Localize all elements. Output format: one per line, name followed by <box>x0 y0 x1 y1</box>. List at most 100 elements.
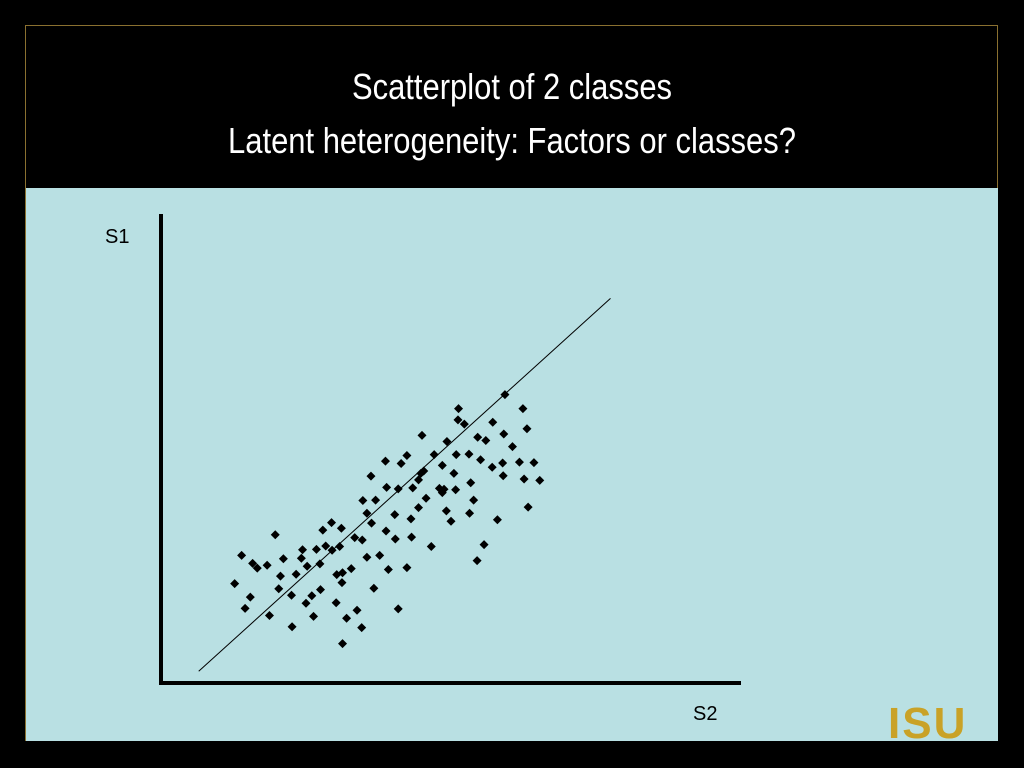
data-point <box>390 534 400 544</box>
data-point <box>500 390 510 400</box>
data-point <box>507 442 517 452</box>
data-point <box>393 604 403 614</box>
data-point <box>417 430 427 440</box>
data-point <box>529 458 539 468</box>
data-point <box>335 542 345 552</box>
title-line-1: Scatterplot of 2 classes <box>351 66 673 107</box>
data-point <box>499 429 509 439</box>
data-point <box>302 561 312 571</box>
data-point <box>464 449 474 459</box>
data-point <box>358 496 368 506</box>
data-point <box>240 603 250 613</box>
logo-fragment-icon: ISU <box>888 700 968 748</box>
trend-line <box>198 298 611 672</box>
data-point <box>473 432 483 442</box>
data-point <box>350 533 360 543</box>
data-point <box>481 436 491 446</box>
data-point <box>275 571 285 581</box>
data-point <box>466 478 476 488</box>
data-point <box>381 526 391 536</box>
data-point <box>523 502 533 512</box>
data-point <box>469 495 479 505</box>
data-point <box>366 471 376 481</box>
data-point <box>309 611 319 621</box>
data-point <box>248 558 258 568</box>
data-point <box>298 545 308 555</box>
data-point <box>262 560 272 570</box>
data-point <box>487 462 497 472</box>
data-point <box>390 510 400 520</box>
data-point <box>318 525 328 535</box>
data-point <box>245 592 255 602</box>
data-point <box>451 485 461 495</box>
data-point <box>371 495 381 505</box>
data-point <box>357 623 367 633</box>
data-point <box>327 518 337 528</box>
data-point <box>476 455 486 465</box>
plot-panel <box>26 188 998 741</box>
data-point <box>459 419 469 429</box>
data-point <box>336 523 346 533</box>
data-point <box>331 598 341 608</box>
data-point <box>264 610 274 620</box>
data-point <box>316 585 325 595</box>
data-point <box>453 415 463 425</box>
data-point <box>402 451 412 461</box>
data-point <box>270 530 280 540</box>
data-point <box>375 550 385 560</box>
data-point <box>514 457 524 467</box>
data-point <box>451 450 461 460</box>
data-point <box>315 559 325 569</box>
data-point <box>362 552 372 562</box>
data-point <box>454 404 464 414</box>
data-point <box>338 639 348 649</box>
data-point <box>301 598 311 608</box>
data-point <box>327 545 337 555</box>
data-point <box>414 475 424 485</box>
data-point <box>362 508 372 518</box>
data-point <box>535 475 545 485</box>
data-point <box>287 622 297 632</box>
data-point <box>498 458 508 468</box>
data-point <box>414 503 424 513</box>
data-point <box>338 568 348 578</box>
data-point <box>346 564 356 574</box>
data-point <box>352 605 362 615</box>
data-point <box>429 450 439 460</box>
data-point <box>274 584 284 594</box>
data-point <box>449 468 459 478</box>
data-point <box>446 516 456 526</box>
data-point <box>307 591 317 601</box>
data-point <box>291 569 301 579</box>
data-point <box>492 515 502 525</box>
data-point <box>296 553 306 563</box>
data-point <box>230 579 240 589</box>
data-point <box>380 456 390 466</box>
data-point <box>519 474 529 484</box>
data-point <box>479 540 489 550</box>
data-point <box>357 535 367 545</box>
data-point <box>439 484 449 494</box>
data-point <box>369 583 379 593</box>
data-point <box>367 518 377 528</box>
data-point <box>522 424 532 434</box>
data-point <box>421 493 431 503</box>
data-point <box>396 459 406 469</box>
data-point <box>393 484 403 494</box>
data-point <box>419 466 429 476</box>
data-point <box>402 563 412 573</box>
data-point <box>406 514 416 524</box>
data-point <box>237 550 247 560</box>
data-point <box>442 436 452 446</box>
data-point <box>321 541 331 551</box>
data-point <box>465 508 475 518</box>
data-point <box>441 506 451 516</box>
data-point <box>488 417 498 427</box>
data-point <box>287 590 296 600</box>
x-axis-label: S2 <box>693 703 717 725</box>
data-point <box>337 578 347 588</box>
data-point <box>382 482 392 492</box>
data-point <box>426 542 436 552</box>
data-point <box>252 563 262 573</box>
